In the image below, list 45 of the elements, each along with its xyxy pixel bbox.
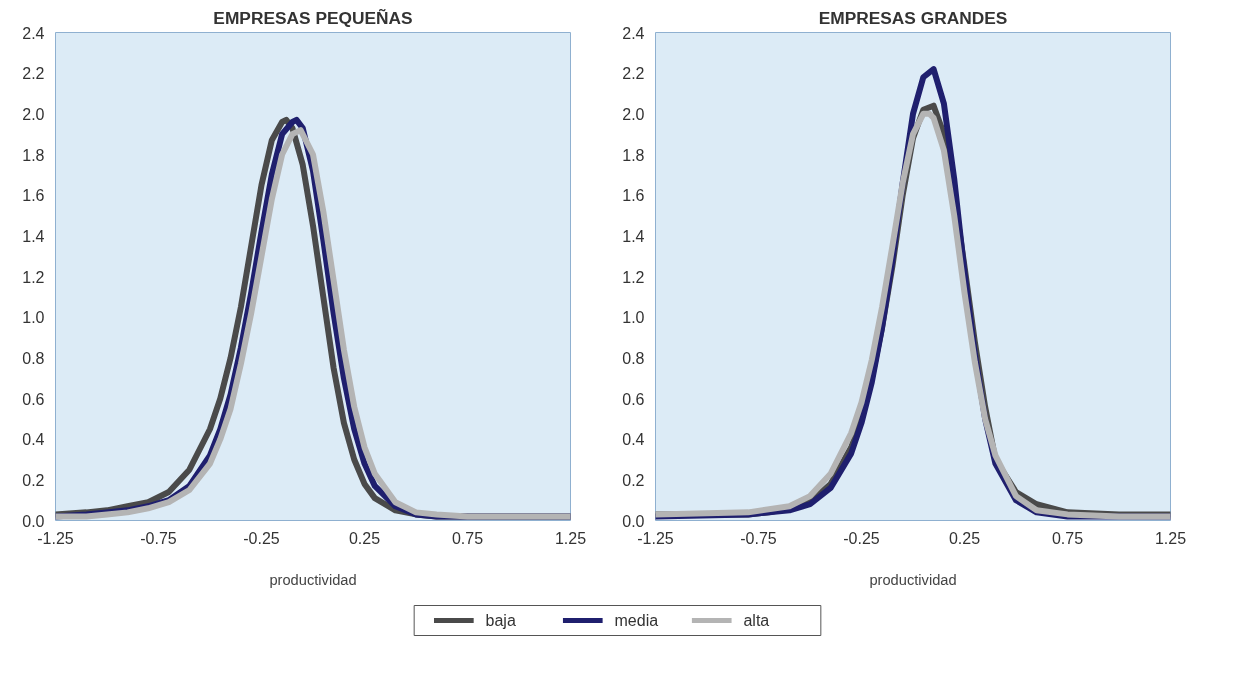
x-axis-title: productividad <box>269 571 357 588</box>
x-axis-title: productividad <box>869 571 957 588</box>
y-tick-label: 1.2 <box>622 268 645 286</box>
y-tick-label: 0.4 <box>622 431 645 449</box>
legend-label: media <box>614 612 659 629</box>
y-tick-label: 0.2 <box>622 471 645 489</box>
x-tick-label: 1.25 <box>1154 529 1187 547</box>
y-tick-label: 0.8 <box>622 349 645 367</box>
y-tick-label: 0.0 <box>22 512 45 530</box>
y-tick-label: 1.6 <box>622 187 645 205</box>
legend-label: alta <box>743 612 770 629</box>
y-tick-label: 0.6 <box>622 390 645 408</box>
y-tick-label: 0.2 <box>22 471 45 489</box>
y-tick-label: 1.0 <box>22 309 45 327</box>
x-tick-label: -0.75 <box>740 529 777 547</box>
x-tick-label: -0.25 <box>843 529 880 547</box>
y-tick-label: 1.2 <box>22 268 45 286</box>
y-tick-label: 0.6 <box>22 390 45 408</box>
y-tick-label: 1.6 <box>22 187 45 205</box>
x-tick-label: -0.75 <box>140 529 177 547</box>
y-tick-label: 0.0 <box>622 512 645 530</box>
y-tick-label: 1.8 <box>22 146 45 164</box>
x-tick-label: 0.25 <box>348 529 381 547</box>
x-tick-label: 0.75 <box>1051 529 1084 547</box>
x-tick-label: -1.25 <box>637 529 674 547</box>
y-tick-label: 1.8 <box>622 146 645 164</box>
chart-title: EMPRESAS GRANDES <box>818 7 1008 28</box>
x-tick-label: -1.25 <box>37 529 74 547</box>
y-tick-label: 2.4 <box>22 24 45 42</box>
y-tick-label: 2.2 <box>622 65 645 83</box>
y-tick-label: 2.4 <box>622 24 645 42</box>
y-tick-label: 1.0 <box>622 309 645 327</box>
y-tick-label: 2.0 <box>622 105 645 123</box>
x-tick-label: 1.25 <box>554 529 587 547</box>
y-tick-label: 2.0 <box>22 105 45 123</box>
y-tick-label: 0.8 <box>22 349 45 367</box>
x-tick-label: 0.75 <box>451 529 484 547</box>
x-tick-label: -0.25 <box>243 529 280 547</box>
legend-label: baja <box>485 612 516 629</box>
y-tick-label: 2.2 <box>22 65 45 83</box>
y-tick-label: 1.4 <box>22 227 45 245</box>
chart-title: EMPRESAS PEQUEÑAS <box>213 7 413 28</box>
y-tick-label: 1.4 <box>622 227 645 245</box>
y-tick-label: 0.4 <box>22 431 45 449</box>
x-tick-label: 0.25 <box>948 529 981 547</box>
